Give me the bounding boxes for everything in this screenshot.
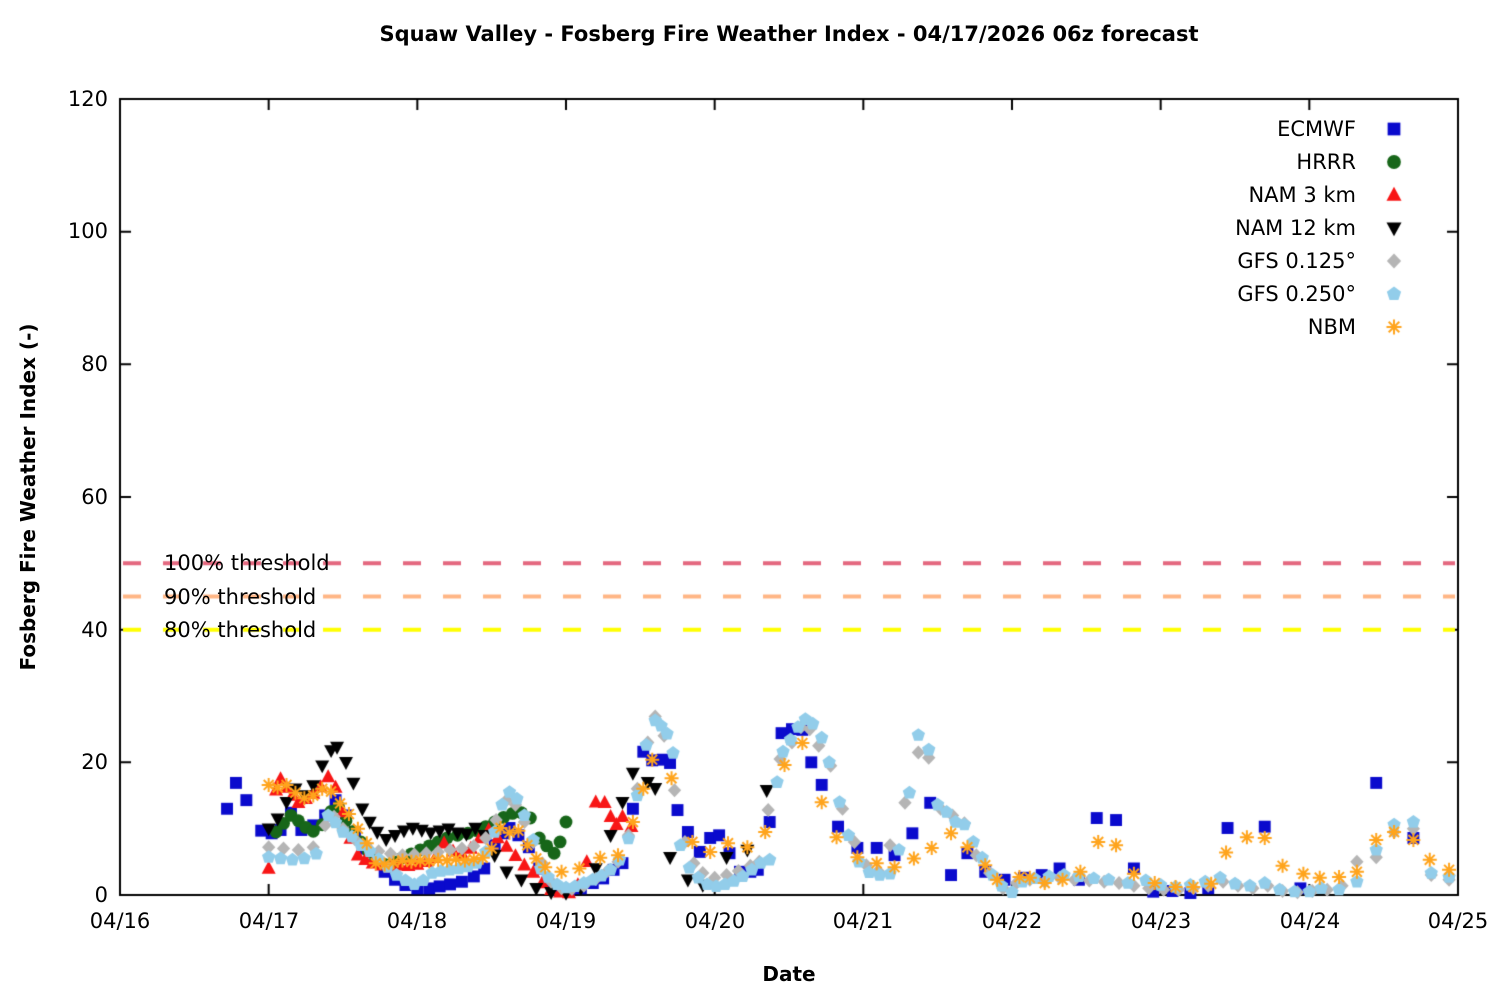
legend-label: NAM 12 km [1235, 215, 1356, 240]
legend-label: NAM 3 km [1248, 182, 1356, 207]
legend-marker-icon [1382, 116, 1406, 141]
legend-marker-icon [1382, 215, 1406, 240]
x-tick-label: 04/18 [386, 909, 448, 933]
legend-item-hrrr: HRRR [1120, 145, 1420, 178]
legend-marker-icon [1382, 281, 1406, 306]
y-axis-label: Fosberg Fire Weather Index (-) [16, 323, 40, 671]
legend-marker-icon [1382, 248, 1406, 273]
x-tick-label: 04/22 [981, 909, 1043, 933]
x-axis-label: Date [762, 962, 816, 986]
legend-marker-icon [1382, 149, 1406, 174]
legend-label: GFS 0.125° [1237, 248, 1356, 273]
legend-item-nbm: NBM [1120, 310, 1420, 343]
legend-item-gfs0250: GFS 0.250° [1120, 277, 1420, 310]
legend-label: NBM [1307, 314, 1356, 339]
x-tick-label: 04/25 [1427, 909, 1489, 933]
legend-item-nam12km: NAM 12 km [1120, 211, 1420, 244]
threshold-label-90: 90% threshold [164, 585, 317, 609]
x-tick-label: 04/21 [832, 909, 894, 933]
y-tick-label: 100 [67, 219, 108, 243]
y-tick-label: 20 [81, 750, 108, 774]
threshold-label-80: 80% threshold [164, 618, 317, 642]
y-tick-label: 120 [67, 87, 108, 111]
legend-item-ecmwf: ECMWF [1120, 112, 1420, 145]
y-tick-label: 40 [81, 618, 108, 642]
legend: ECMWF HRRR NAM 3 km NAM 12 km GFS 0.125°… [1120, 112, 1420, 343]
x-tick-label: 04/16 [89, 909, 151, 933]
legend-marker-icon [1382, 182, 1406, 207]
legend-item-nam3km: NAM 3 km [1120, 178, 1420, 211]
x-tick-label: 04/23 [1130, 909, 1192, 933]
legend-label: HRRR [1296, 149, 1356, 174]
y-tick-label: 60 [81, 485, 108, 509]
legend-marker-icon [1382, 314, 1406, 339]
x-tick-label: 04/19 [535, 909, 597, 933]
chart-title: Squaw Valley - Fosberg Fire Weather Inde… [379, 22, 1199, 46]
legend-label: ECMWF [1277, 116, 1356, 141]
x-tick-label: 04/17 [238, 909, 300, 933]
y-tick-label: 0 [94, 883, 108, 907]
y-tick-label: 80 [81, 352, 108, 376]
threshold-label-100: 100% threshold [164, 551, 330, 575]
x-tick-label: 04/24 [1279, 909, 1341, 933]
legend-label: GFS 0.250° [1237, 281, 1356, 306]
x-tick-label: 04/20 [684, 909, 746, 933]
legend-item-gfs0125: GFS 0.125° [1120, 244, 1420, 277]
